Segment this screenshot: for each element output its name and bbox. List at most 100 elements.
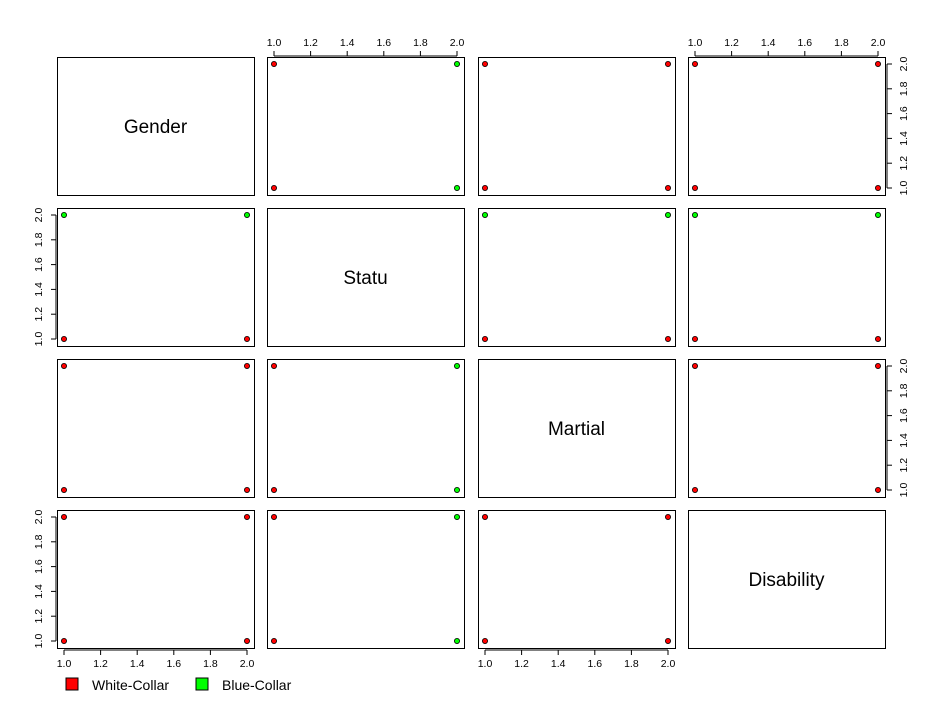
point-blue-collar-statu-vs-martial — [481, 211, 488, 218]
point-white-collar-statu-vs-disability — [692, 335, 699, 342]
variable-label-disability: Disability — [748, 570, 825, 591]
panel-gender-vs-disability — [688, 57, 886, 196]
left-tick-label-disability: 1.6 — [33, 559, 45, 574]
point-white-collar-martial-vs-disability — [692, 486, 699, 493]
point-white-collar-disability-vs-gender — [61, 514, 68, 521]
point-white-collar-gender-vs-disability — [692, 184, 699, 191]
panels-layer: Gender Statu Martial Disability — [57, 57, 886, 649]
point-blue-collar-statu-vs-gender — [243, 211, 250, 218]
bottom-tick-label-martial: 1.0 — [478, 658, 493, 670]
left-tick-label-statu: 1.4 — [33, 282, 45, 297]
point-white-collar-martial-vs-disability — [692, 362, 699, 369]
legend-swatch-white-collar — [65, 677, 79, 691]
point-blue-collar-gender-vs-statu — [453, 184, 460, 191]
panel-gender-vs-martial — [478, 57, 676, 196]
point-white-collar-martial-vs-gender — [61, 362, 68, 369]
point-white-collar-disability-vs-martial — [481, 638, 488, 645]
panel-martial-vs-disability — [688, 359, 886, 498]
top-tick-label-statu: 1.2 — [303, 37, 318, 49]
bottom-tick-label-martial: 1.2 — [514, 658, 529, 670]
point-blue-collar-statu-vs-disability — [875, 211, 882, 218]
top-tick-label-statu: 1.6 — [376, 37, 391, 49]
left-tick-label-disability: 1.4 — [33, 584, 45, 599]
panel-disability-vs-disability — [688, 510, 886, 649]
left-tick-label-statu: 1.8 — [33, 232, 45, 247]
variable-label-statu: Statu — [343, 268, 387, 289]
variable-label-martial: Martial — [548, 419, 605, 440]
point-white-collar-gender-vs-martial — [665, 184, 672, 191]
panel-statu-vs-statu — [267, 208, 465, 347]
variable-label-gender: Gender — [124, 117, 188, 138]
point-white-collar-disability-vs-gender — [243, 514, 250, 521]
point-blue-collar-statu-vs-gender — [61, 211, 68, 218]
point-white-collar-statu-vs-martial — [665, 335, 672, 342]
legend-swatch-blue-collar — [195, 677, 209, 691]
point-white-collar-martial-vs-gender — [243, 486, 250, 493]
panel-gender-vs-gender — [57, 57, 255, 196]
top-tick-label-statu: 1.0 — [267, 37, 282, 49]
right-tick-label-martial: 2.0 — [898, 359, 910, 374]
point-white-collar-martial-vs-gender — [61, 486, 68, 493]
point-white-collar-statu-vs-gender — [61, 335, 68, 342]
point-blue-collar-statu-vs-disability — [692, 211, 699, 218]
top-tick-label-statu: 2.0 — [450, 37, 465, 49]
point-white-collar-statu-vs-martial — [481, 335, 488, 342]
left-tick-label-disability: 1.8 — [33, 534, 45, 549]
left-tick-label-statu: 1.6 — [33, 257, 45, 272]
panel-disability-vs-gender — [57, 510, 255, 649]
point-white-collar-gender-vs-statu — [270, 184, 277, 191]
right-tick-label-gender: 2.0 — [898, 57, 910, 72]
bottom-tick-label-martial: 2.0 — [661, 658, 676, 670]
bottom-tick-label-gender: 1.0 — [57, 658, 72, 670]
panel-martial-vs-martial — [478, 359, 676, 498]
bottom-tick-label-gender: 1.6 — [166, 658, 181, 670]
bottom-tick-label-gender: 1.2 — [93, 658, 108, 670]
point-white-collar-martial-vs-disability — [875, 486, 882, 493]
point-white-collar-martial-vs-disability — [875, 362, 882, 369]
right-tick-label-gender: 1.8 — [898, 81, 910, 96]
left-tick-label-disability: 2.0 — [33, 510, 45, 525]
panel-statu-vs-disability — [688, 208, 886, 347]
bottom-tick-label-gender: 1.8 — [203, 658, 218, 670]
panel-disability-vs-martial — [478, 510, 676, 649]
point-white-collar-martial-vs-statu — [270, 486, 277, 493]
right-tick-label-gender: 1.2 — [898, 156, 910, 171]
top-tick-label-disability: 2.0 — [871, 37, 886, 49]
panel-martial-vs-gender — [57, 359, 255, 498]
point-white-collar-gender-vs-martial — [481, 61, 488, 68]
point-blue-collar-martial-vs-statu — [453, 362, 460, 369]
point-white-collar-disability-vs-martial — [665, 638, 672, 645]
right-tick-label-martial: 1.8 — [898, 383, 910, 398]
point-white-collar-gender-vs-statu — [270, 61, 277, 68]
point-white-collar-disability-vs-statu — [270, 638, 277, 645]
point-blue-collar-martial-vs-statu — [453, 486, 460, 493]
bottom-tick-label-martial: 1.4 — [551, 658, 566, 670]
point-blue-collar-disability-vs-statu — [453, 638, 460, 645]
axes-layer: 1.0 1.2 1.4 1.6 1.8 2.0 1.0 1.2 1.4 1.6 1.8 2.0 1.0 1… — [33, 37, 910, 670]
panel-statu-vs-gender — [57, 208, 255, 347]
point-white-collar-gender-vs-disability — [875, 61, 882, 68]
right-tick-label-gender: 1.4 — [898, 131, 910, 146]
right-tick-label-martial: 1.2 — [898, 458, 910, 473]
point-white-collar-martial-vs-gender — [243, 362, 250, 369]
left-tick-label-statu: 1.2 — [33, 307, 45, 322]
bottom-tick-label-gender: 1.4 — [130, 658, 145, 670]
right-tick-label-martial: 1.0 — [898, 483, 910, 498]
point-white-collar-disability-vs-martial — [481, 514, 488, 521]
point-white-collar-gender-vs-disability — [875, 184, 882, 191]
panel-statu-vs-martial — [478, 208, 676, 347]
point-blue-collar-gender-vs-statu — [453, 61, 460, 68]
panel-gender-vs-statu — [267, 57, 465, 196]
right-tick-label-martial: 1.6 — [898, 408, 910, 423]
bottom-tick-label-gender: 2.0 — [240, 658, 255, 670]
bottom-tick-label-martial: 1.6 — [587, 658, 602, 670]
point-white-collar-statu-vs-gender — [243, 335, 250, 342]
point-blue-collar-disability-vs-statu — [453, 514, 460, 521]
point-white-collar-martial-vs-statu — [270, 362, 277, 369]
left-tick-label-statu: 2.0 — [33, 208, 45, 223]
legend-label-blue-collar: Blue-Collar — [222, 677, 292, 693]
point-white-collar-disability-vs-gender — [61, 638, 68, 645]
bottom-tick-label-martial: 1.8 — [624, 658, 639, 670]
top-tick-label-disability: 1.2 — [724, 37, 739, 49]
